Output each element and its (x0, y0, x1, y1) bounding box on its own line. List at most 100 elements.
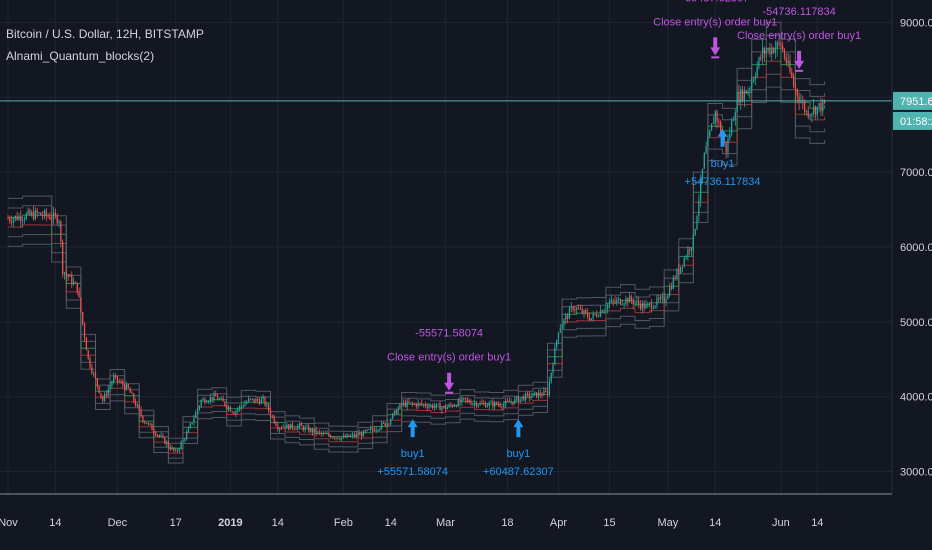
candle-body (364, 430, 366, 432)
candle-body (530, 396, 532, 398)
candle-body (470, 402, 472, 405)
candle-body (16, 215, 18, 220)
candle-body (360, 433, 363, 437)
candle-body (674, 278, 676, 280)
candle-body (51, 219, 53, 221)
candle-body (74, 282, 77, 284)
candle-body (705, 146, 707, 154)
candle-body (683, 258, 685, 267)
candle-body (34, 210, 36, 220)
candle-body (608, 302, 611, 305)
candle-body (792, 77, 795, 86)
candle-body (659, 297, 662, 300)
candle-body (532, 393, 534, 397)
candle-body (734, 112, 736, 120)
chart-legend: Bitcoin / U.S. Dollar, 12H, BITSTAMP Aln… (6, 28, 204, 62)
candle-body (452, 405, 454, 407)
candle-body (670, 287, 673, 289)
indicator-title[interactable]: Alnami_Quantum_blocks(2) (6, 49, 155, 63)
candle-body (700, 179, 702, 201)
chart-grid (0, 0, 892, 494)
candle-body (661, 296, 664, 298)
price-badge-bg (893, 91, 932, 110)
candle-body (566, 315, 569, 319)
candle-body (667, 295, 669, 300)
candle-body (255, 398, 257, 402)
candle-body (222, 398, 224, 402)
x-tick-label: Feb (334, 517, 353, 529)
candle-body (745, 90, 747, 94)
candle-body (685, 256, 687, 259)
candle-body (488, 402, 490, 406)
candle-body (466, 399, 468, 401)
candle-body (299, 423, 301, 427)
candle-body (494, 402, 496, 407)
candle-body (481, 402, 483, 404)
x-tick-label: 14 (272, 517, 284, 529)
candle-body (98, 385, 100, 393)
candle-body (169, 446, 171, 450)
x-tick-label: Nov (0, 517, 18, 529)
buy-label: buy1 (401, 448, 425, 460)
candle-body (94, 373, 97, 379)
candle-body (802, 101, 804, 103)
candle-body (437, 403, 439, 405)
candle-body (328, 433, 330, 436)
candle-body (632, 301, 634, 305)
candle-body (741, 89, 744, 101)
candle-body (286, 424, 288, 429)
candle-body (262, 397, 264, 400)
candle-body (337, 437, 339, 439)
candle-body (18, 216, 20, 220)
candle-body (550, 372, 552, 383)
candle-body (647, 303, 649, 305)
candle-body (27, 210, 29, 214)
candle-body (581, 309, 583, 314)
candle-body (173, 447, 175, 451)
candle-body (96, 378, 98, 386)
candle-body (38, 212, 40, 214)
candle-body (679, 266, 682, 273)
candle-body (803, 102, 806, 112)
candle-body (14, 215, 16, 219)
candle-body (468, 400, 470, 403)
candle-body (568, 308, 571, 319)
candle-body (189, 423, 191, 428)
candle-body (300, 423, 303, 427)
candle-body (155, 432, 157, 435)
candle-body (514, 398, 516, 404)
candle-body (463, 397, 465, 399)
symbol-title[interactable]: Bitcoin / U.S. Dollar, 12H, BITSTAMP (6, 27, 204, 41)
candle-body (291, 423, 293, 429)
candle-body (592, 313, 594, 319)
candle-body (191, 423, 193, 425)
candle-body (627, 298, 629, 303)
candle-body (472, 403, 474, 405)
candle-body (107, 389, 109, 396)
candle-body (109, 385, 111, 390)
candle-body (816, 106, 818, 115)
candle-body (607, 304, 609, 309)
candle-body (317, 431, 319, 434)
candle-body (393, 410, 396, 414)
candle-body (461, 398, 463, 403)
candle-body (31, 212, 33, 215)
candle-body (537, 392, 540, 398)
candle-body (32, 212, 35, 220)
buy-arrow-icon (717, 128, 728, 147)
candle-body (379, 428, 381, 430)
candle-body (240, 406, 242, 408)
candle-body (271, 415, 273, 417)
candle-body (747, 91, 749, 94)
candle-body (133, 393, 135, 402)
candle-body (206, 402, 208, 404)
candle-body (787, 60, 789, 64)
candle-body (563, 319, 565, 326)
candle-body (732, 119, 735, 122)
candle-body (729, 133, 731, 139)
candle-body (525, 393, 527, 401)
candle-body (82, 311, 84, 324)
candle-body (122, 381, 124, 386)
candle-body (195, 412, 197, 419)
